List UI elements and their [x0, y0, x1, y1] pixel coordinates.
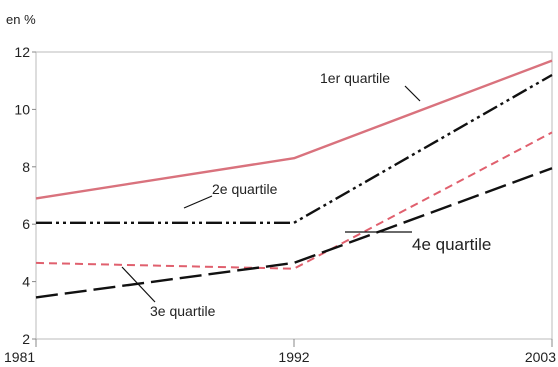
x-axis: 1981 1992 2003: [4, 339, 556, 365]
x-tick-label: 2003: [525, 349, 556, 365]
label-series-2: 2e quartile: [212, 181, 278, 197]
y-tick-label: 2: [22, 331, 30, 347]
series-line-1: [35, 59, 553, 200]
series-lines: [35, 59, 553, 299]
y-tick-label: 10: [14, 101, 30, 117]
series-line-2: [36, 73, 553, 225]
x-tick-label: 1992: [278, 349, 309, 365]
y-tick-label: 4: [22, 274, 30, 290]
leader-series-2: [183, 195, 213, 209]
label-series-1: 1er quartile: [320, 70, 390, 86]
label-series-3: 3e quartile: [150, 303, 216, 319]
series-labels: 1er quartile 2e quartile 3e quartile 4e …: [121, 70, 491, 319]
label-series-4: 4e quartile: [412, 235, 491, 254]
leader-series-1: [404, 85, 421, 102]
y-tick-label: 12: [14, 44, 30, 60]
x-tick-label: 1981: [4, 349, 35, 365]
y-tick-label: 6: [22, 216, 30, 232]
y-axis: 2 4 6 8 10 12: [14, 44, 36, 347]
y-tick-label: 8: [22, 159, 30, 175]
unit-label: en %: [6, 12, 36, 27]
leader-series-3: [121, 266, 156, 303]
series-line-4: [35, 167, 553, 299]
